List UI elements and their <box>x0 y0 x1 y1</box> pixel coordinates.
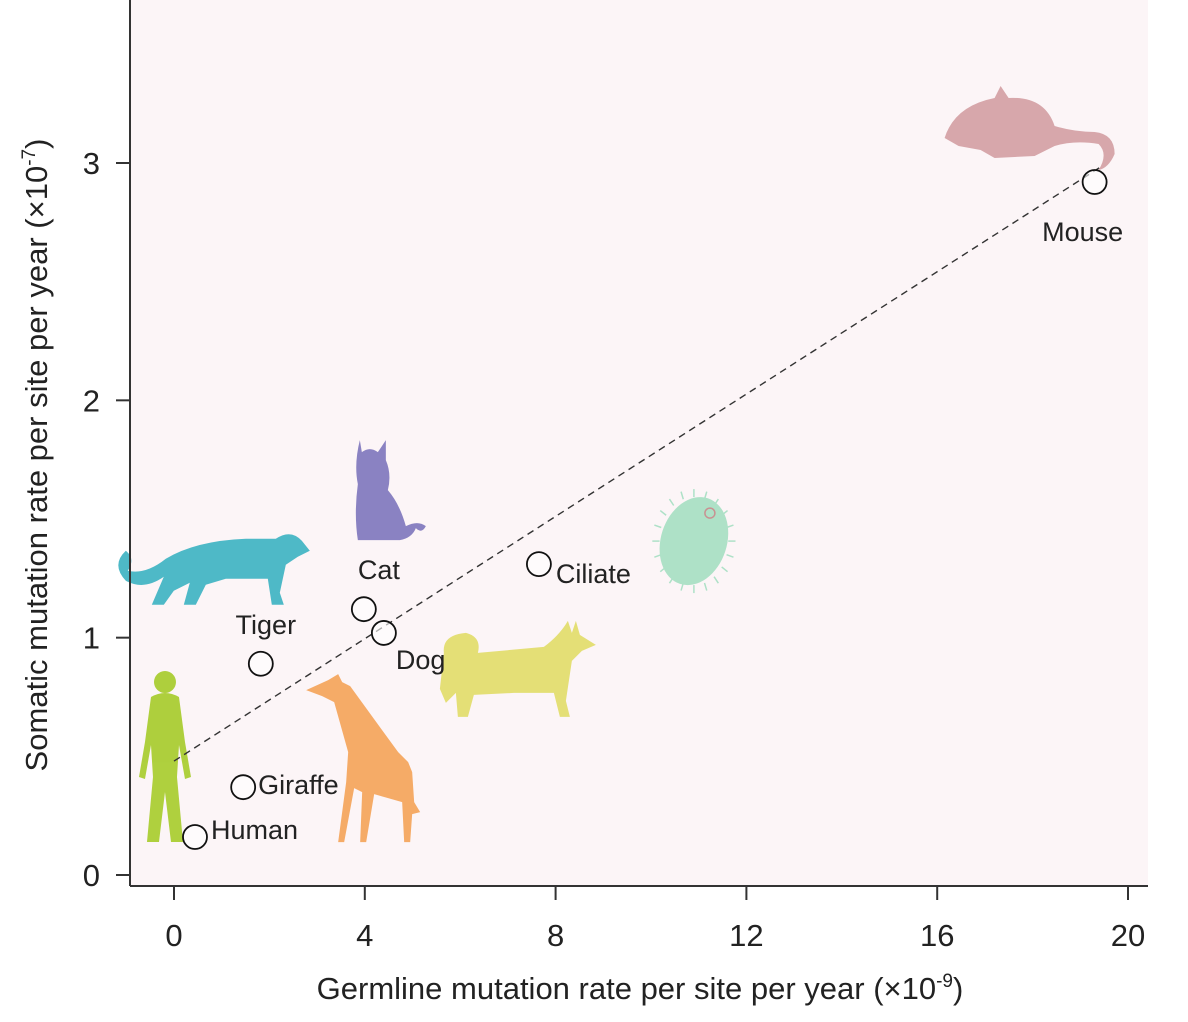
x-tick-label: 8 <box>547 918 564 953</box>
data-point-giraffe <box>230 774 257 801</box>
ciliate-drawing-icon <box>652 489 736 594</box>
data-point-cat <box>350 596 377 623</box>
x-tick-label: 12 <box>729 918 763 953</box>
data-point-tiger <box>247 650 274 677</box>
trend-line <box>173 167 1100 762</box>
x-tick-label: 16 <box>920 918 954 953</box>
data-point-ciliate <box>526 551 552 577</box>
dog-silhouette-icon <box>439 620 596 717</box>
data-point-human <box>182 824 208 850</box>
x-axis-title: Germline mutation rate per site per year… <box>317 971 964 1006</box>
y-axis-ticks: 0 1 2 3 <box>83 146 130 893</box>
y-axis-title: Somatic mutation rate per site per year … <box>19 139 54 772</box>
giraffe-silhouette-icon <box>306 674 421 843</box>
tiger-silhouette-icon <box>118 534 310 605</box>
y-tick-label: 3 <box>83 146 100 181</box>
cat-silhouette-icon <box>355 440 426 541</box>
point-label-ciliate: Ciliate <box>556 559 631 589</box>
animal-icons <box>118 85 1115 843</box>
y-tick-label: 2 <box>83 383 100 418</box>
point-label-human: Human <box>211 815 298 845</box>
data-points: Human Giraffe Tiger Cat Dog Ciliate Mouse <box>182 169 1123 850</box>
mouse-silhouette-icon <box>944 85 1115 170</box>
point-label-tiger: Tiger <box>236 610 297 640</box>
x-tick-label: 0 <box>165 918 182 953</box>
data-point-dog <box>370 620 397 646</box>
data-point-mouse <box>1081 169 1108 195</box>
y-tick-label: 1 <box>83 621 100 656</box>
point-label-dog: Dog <box>396 645 446 675</box>
point-label-mouse: Mouse <box>1042 217 1123 247</box>
x-tick-label: 20 <box>1111 918 1145 953</box>
y-tick-label: 0 <box>83 858 100 893</box>
point-label-cat: Cat <box>358 555 401 585</box>
x-axis-ticks: 0 4 8 12 16 20 <box>165 886 1145 953</box>
point-label-giraffe: Giraffe <box>258 770 339 800</box>
x-tick-label: 4 <box>356 918 373 953</box>
human-silhouette-icon <box>138 671 191 843</box>
